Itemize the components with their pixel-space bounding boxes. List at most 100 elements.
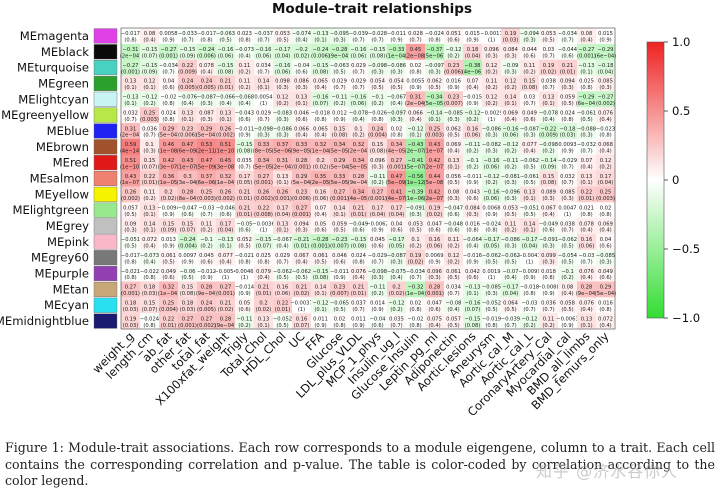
cell-correlation: 0.27 — [296, 205, 308, 211]
cell-color — [387, 202, 407, 219]
cell-correlation: 0.22 — [581, 190, 593, 196]
cell-pvalue: (0.3) — [466, 212, 478, 218]
heatmap-cell: 0.098(0.3) — [273, 75, 293, 92]
heatmap-cell: −0.15(0.07) — [254, 233, 274, 251]
cell-correlation: 0.17 — [391, 205, 403, 211]
cell-correlation: 0.29 — [163, 126, 175, 132]
cell-pvalue: (0.4) — [314, 133, 326, 139]
cell-pvalue: (0.3) — [485, 133, 497, 139]
heatmap-cell: 0.096(0.3) — [425, 265, 445, 282]
cell-pvalue: (0.1) — [580, 180, 592, 186]
cell-pvalue: (1e−04) — [158, 291, 180, 297]
cell-pvalue: (4e−06) — [462, 69, 484, 75]
cell-color — [482, 123, 502, 140]
cell-correlation: 0.41 — [391, 190, 403, 196]
cell-correlation: −0.098 — [368, 63, 387, 69]
heatmap-cell: 0.13(0.1) — [292, 91, 312, 108]
cell-pvalue: (0.5) — [561, 244, 573, 250]
cell-pvalue: (0.2) — [504, 85, 516, 91]
cell-color — [178, 170, 198, 187]
cell-pvalue: (0.2) — [143, 101, 155, 107]
cell-color — [235, 107, 255, 124]
cell-color — [349, 265, 369, 282]
heatmap-cell: −0.12(0.2) — [482, 170, 502, 187]
cell-correlation: 0.53 — [201, 142, 213, 148]
cell-pvalue: (0.3) — [390, 69, 402, 75]
cell-pvalue: (0.7) — [390, 323, 402, 329]
cell-color — [539, 59, 559, 76]
cell-pvalue: (1) — [488, 38, 495, 44]
heatmap-cell: 0.17(0.04) — [273, 202, 293, 219]
cell-color — [558, 249, 578, 266]
heatmap-cell: 0.029(0.7) — [273, 249, 293, 266]
heatmap-cell: 0.075(0.4) — [425, 313, 445, 330]
cell-pvalue: (0.1) — [276, 228, 288, 234]
cell-correlation: 0.15 — [334, 126, 346, 132]
cell-color — [121, 123, 141, 140]
cell-pvalue: (0.8) — [257, 259, 269, 265]
heatmap-cell: 0.042(0.6) — [463, 265, 483, 282]
cell-correlation: −0.12 — [503, 142, 519, 148]
cell-correlation: −0.086 — [387, 63, 406, 69]
cell-correlation: −0.063 — [330, 63, 349, 69]
heatmap-cell: −0.39(1e−06) — [405, 186, 426, 203]
cell-pvalue: (0.02) — [408, 259, 424, 265]
cell-correlation: −0.16 — [351, 95, 367, 101]
cell-correlation: −0.13 — [465, 285, 481, 291]
cell-correlation: 0.049 — [598, 269, 613, 275]
cell-correlation: 0.034 — [256, 63, 272, 69]
cell-color — [254, 265, 274, 282]
cell-correlation: −0.073 — [235, 47, 254, 53]
cell-pvalue: (0.7) — [542, 85, 554, 91]
cell-color — [539, 28, 559, 45]
cell-color — [121, 138, 141, 156]
cell-correlation: 0.2 — [316, 158, 324, 164]
heatmap-cell: −0.11(0.2) — [330, 91, 350, 108]
cell-color — [273, 202, 293, 219]
cell-color — [349, 43, 369, 60]
cell-correlation: −0.029 — [558, 158, 577, 164]
heatmap-cell: 0.053(0.5) — [273, 28, 293, 45]
cell-pvalue: (0.2) — [485, 101, 497, 107]
cell-pvalue: (0.04) — [598, 69, 614, 75]
cell-pvalue: (0.003) — [197, 196, 216, 202]
cell-color — [406, 170, 426, 187]
heatmap-cell: 0.02(0.8) — [406, 297, 426, 314]
cell-color — [558, 202, 578, 219]
cell-correlation: 0.02 — [410, 63, 422, 69]
heatmap-cell: −0.27(0.002) — [596, 91, 616, 108]
cell-color — [235, 28, 255, 45]
cell-color — [349, 154, 369, 171]
cell-correlation: −0.15 — [313, 269, 329, 275]
cell-pvalue: (5e−05) — [348, 164, 370, 170]
heatmap-cell: −0.33(1e−04) — [386, 43, 407, 60]
cell-correlation: 0.075 — [427, 316, 442, 322]
cell-pvalue: (0.2) — [447, 244, 459, 250]
cell-pvalue: (0.2) — [485, 85, 497, 91]
heatmap-cell: −0.34(5e−05) — [424, 91, 445, 108]
cell-correlation: 0.029 — [275, 253, 290, 259]
cell-pvalue: (0.8) — [485, 323, 497, 329]
cell-correlation: 0.061 — [446, 269, 461, 275]
cell-correlation: 0.11 — [144, 190, 156, 196]
heatmap-cell: 0.057(0.5) — [121, 202, 141, 219]
cell-color — [539, 154, 559, 171]
cell-color — [311, 43, 331, 60]
colorbar-tick-label: 0.5 — [672, 104, 690, 118]
cell-correlation: 0.17 — [239, 174, 251, 180]
row-labels: MEmagentaMEblackMEturquoiseMEgreenMEligh… — [0, 29, 89, 328]
heatmap-cell: 0.085(0.3) — [558, 186, 578, 203]
heatmap-cell: 0.31(2e−04) — [272, 154, 293, 171]
heatmap-cell: −0.023(0.8) — [596, 123, 616, 140]
cell-pvalue: (0.1) — [143, 85, 155, 91]
cell-pvalue: (0.005) — [197, 307, 216, 313]
cell-pvalue: (0.06) — [275, 291, 291, 297]
cell-pvalue: (0.4) — [599, 323, 611, 329]
cell-correlation: 0.42 — [163, 158, 175, 164]
heatmap-cell: 0.18(0.04) — [463, 43, 483, 60]
heatmap-cell: 0.04(0.6) — [159, 75, 179, 92]
cell-correlation: 0.028 — [408, 31, 423, 37]
cell-color — [558, 59, 578, 76]
cell-pvalue: (0.8) — [143, 275, 155, 281]
heatmap-cell: −0.11(0.2) — [368, 281, 388, 298]
